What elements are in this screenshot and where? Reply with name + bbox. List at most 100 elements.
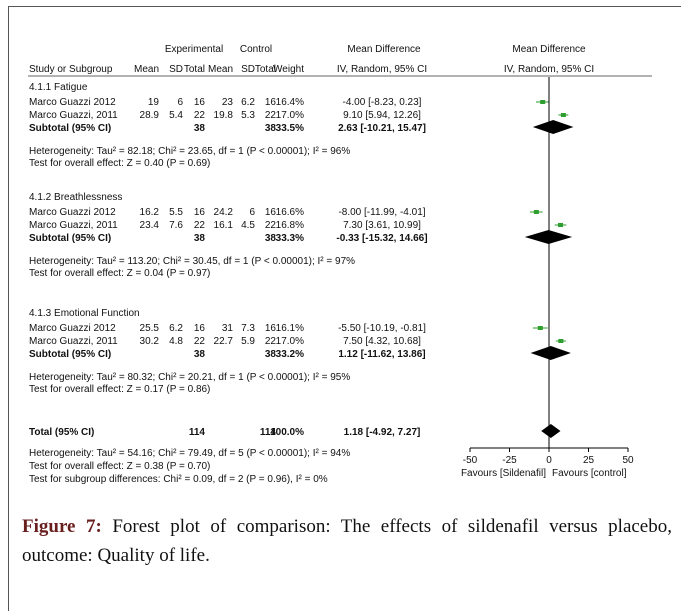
header-experimental: Experimental: [165, 44, 223, 55]
study-row-2-2-sd-exp: 7.6: [169, 220, 183, 231]
header-total-ctl: Total: [255, 64, 276, 75]
study-row-2-2-total-ctl: 22: [265, 220, 277, 231]
subtotal-row-2-label: Subtotal (95% CI): [29, 233, 111, 244]
study-row-3-2-sd-exp: 4.8: [169, 336, 183, 347]
study-row-3-2-sd-ctl: 5.9: [241, 336, 255, 347]
study-row-3-1-total-ctl: 16: [265, 323, 277, 334]
study-row-1-1-mean-ctl: 23: [222, 97, 234, 108]
subtotal-row-3-label: Subtotal (95% CI): [29, 349, 111, 360]
caption-text: Forest plot of comparison: The effects o…: [22, 516, 672, 566]
study-row-3-2-total-exp: 22: [194, 336, 206, 347]
total-label: Total (95% CI): [29, 427, 94, 438]
subtotal-row-2-total-ctl: 38: [265, 233, 277, 244]
x-tick-label-5: 50: [622, 455, 634, 466]
study-row-3-2-ci: 7.50 [4.32, 10.68]: [343, 336, 421, 347]
subtotal-row-1-weight: 33.5%: [276, 123, 304, 134]
header-mean-difference-right: Mean Difference: [512, 44, 586, 55]
study-row-3-1-sd-exp: 6.2: [169, 323, 183, 334]
subtotal-row-1-total-exp: 38: [194, 123, 206, 134]
study-row-3-1-point: [537, 326, 543, 330]
study-row-1-2-sd-ctl: 5.3: [241, 110, 255, 121]
study-row-1-2-mean-exp: 28.9: [140, 110, 160, 121]
subgroup-title-3: 4.1.3 Emotional Function: [29, 308, 140, 319]
study-row-1-1-mean-exp: 19: [148, 97, 160, 108]
study-row-2-1-name: Marco Guazzi 2012: [29, 207, 116, 218]
study-row-2-2-ci: 7.30 [3.61, 10.99]: [343, 220, 421, 231]
study-row-3-1-name: Marco Guazzi 2012: [29, 323, 116, 334]
x-tick-label-1: -50: [463, 455, 478, 466]
study-row-2-2-sd-ctl: 4.5: [241, 220, 255, 231]
study-row-2-2-mean-exp: 23.4: [140, 220, 160, 231]
subtotal-row-1-label: Subtotal (95% CI): [29, 123, 111, 134]
header-weight: Weight: [273, 64, 304, 75]
study-row-2-1-mean-ctl: 24.2: [214, 207, 234, 218]
total-exp: 114: [189, 427, 206, 438]
study-row-2-1-sd-exp: 5.5: [169, 207, 183, 218]
heterogeneity-3: Heterogeneity: Tau² = 80.32; Chi² = 20.2…: [29, 372, 350, 383]
total-diamond: [541, 424, 561, 438]
study-row-2-1-total-ctl: 16: [265, 207, 277, 218]
footer-line-1: Heterogeneity: Tau² = 54.16; Chi² = 79.4…: [29, 448, 350, 459]
study-row-1-2-total-ctl: 22: [265, 110, 277, 121]
study-row-1-2-point: [560, 113, 566, 117]
overall-effect-3: Test for overall effect: Z = 0.17 (P = 0…: [29, 384, 210, 395]
subtotal-row-3-total-ctl: 38: [265, 349, 277, 360]
header-total-exp: Total: [184, 64, 205, 75]
total-ctl: 114: [260, 427, 277, 438]
study-row-1-1-name: Marco Guazzi 2012: [29, 97, 116, 108]
study-row-1-1-sd-exp: 6: [177, 97, 183, 108]
study-row-3-2-mean-ctl: 22.7: [214, 336, 234, 347]
overall-effect-2: Test for overall effect: Z = 0.04 (P = 0…: [29, 268, 210, 279]
overall-effect-1: Test for overall effect: Z = 0.40 (P = 0…: [29, 158, 210, 169]
study-row-1-1-total-ctl: 16: [265, 97, 277, 108]
study-row-2-1-ci: -8.00 [-11.99, -4.01]: [338, 207, 425, 218]
total-ci: 1.18 [-4.92, 7.27]: [344, 427, 421, 438]
study-row-1-1-ci: -4.00 [-8.23, 0.23]: [343, 97, 422, 108]
study-row-3-1-total-exp: 16: [194, 323, 206, 334]
favours-left-label: Favours [Sildenafil]: [461, 468, 546, 479]
study-row-3-1-ci: -5.50 [-10.19, -0.81]: [338, 323, 426, 334]
figure-caption: Figure 7: Forest plot of comparison: The…: [22, 512, 672, 570]
subgroup-title-1: 4.1.1 Fatigue: [29, 82, 88, 93]
subgroup-title-2: 4.1.2 Breathlessness: [29, 192, 122, 203]
study-row-1-2-total-exp: 22: [194, 110, 206, 121]
study-row-3-2-point: [558, 339, 564, 343]
header-ci-left: IV, Random, 95% CI: [337, 64, 427, 75]
subtotal-row-3-total-exp: 38: [194, 349, 206, 360]
header-mean-difference-left: Mean Difference: [347, 44, 421, 55]
heterogeneity-1: Heterogeneity: Tau² = 82.18; Chi² = 23.6…: [29, 146, 350, 157]
footer-line-2: Test for overall effect: Z = 0.38 (P = 0…: [29, 461, 210, 472]
study-row-3-2-weight: 17.0%: [276, 336, 304, 347]
study-row-1-1-total-exp: 16: [194, 97, 206, 108]
study-row-1-1-weight: 16.4%: [276, 97, 304, 108]
study-row-3-1-sd-ctl: 7.3: [241, 323, 255, 334]
study-row-1-2-weight: 17.0%: [276, 110, 304, 121]
study-row-1-2-mean-ctl: 19.8: [214, 110, 234, 121]
subtotal-row-2-ci: -0.33 [-15.32, 14.66]: [336, 233, 427, 244]
total-weight: 100.0%: [270, 427, 304, 438]
subtotal-row-2-diamond: [524, 230, 573, 244]
study-row-1-2-name: Marco Guazzi, 2011: [29, 110, 118, 121]
study-row-1-1-sd-ctl: 6.2: [241, 97, 255, 108]
study-row-2-1-weight: 16.6%: [276, 207, 304, 218]
study-row-2-2-weight: 16.8%: [276, 220, 304, 231]
study-row-2-1-point: [533, 210, 539, 214]
study-row-2-1-total-exp: 16: [194, 207, 206, 218]
study-row-1-2-ci: 9.10 [5.94, 12.26]: [343, 110, 421, 121]
study-row-3-1-mean-exp: 25.5: [140, 323, 160, 334]
x-tick-label-4: 25: [583, 455, 595, 466]
study-row-1-2-sd-exp: 5.4: [169, 110, 183, 121]
study-row-2-1-sd-ctl: 6: [249, 207, 255, 218]
figure-label: Figure 7:: [22, 516, 102, 537]
header-sd-ctl: SD: [241, 64, 255, 75]
heterogeneity-2: Heterogeneity: Tau² = 113.20; Chi² = 30.…: [29, 256, 355, 267]
study-row-2-2-mean-ctl: 16.1: [214, 220, 234, 231]
subtotal-row-2-weight: 33.3%: [276, 233, 304, 244]
favours-right-label: Favours [control]: [552, 468, 627, 479]
study-row-3-2-mean-exp: 30.2: [140, 336, 160, 347]
study-row-3-2-total-ctl: 22: [265, 336, 277, 347]
header-mean-ctl: Mean: [208, 64, 233, 75]
subtotal-row-1-diamond: [532, 120, 574, 134]
study-row-2-2-total-exp: 22: [194, 220, 206, 231]
header-control: Control: [240, 44, 272, 55]
